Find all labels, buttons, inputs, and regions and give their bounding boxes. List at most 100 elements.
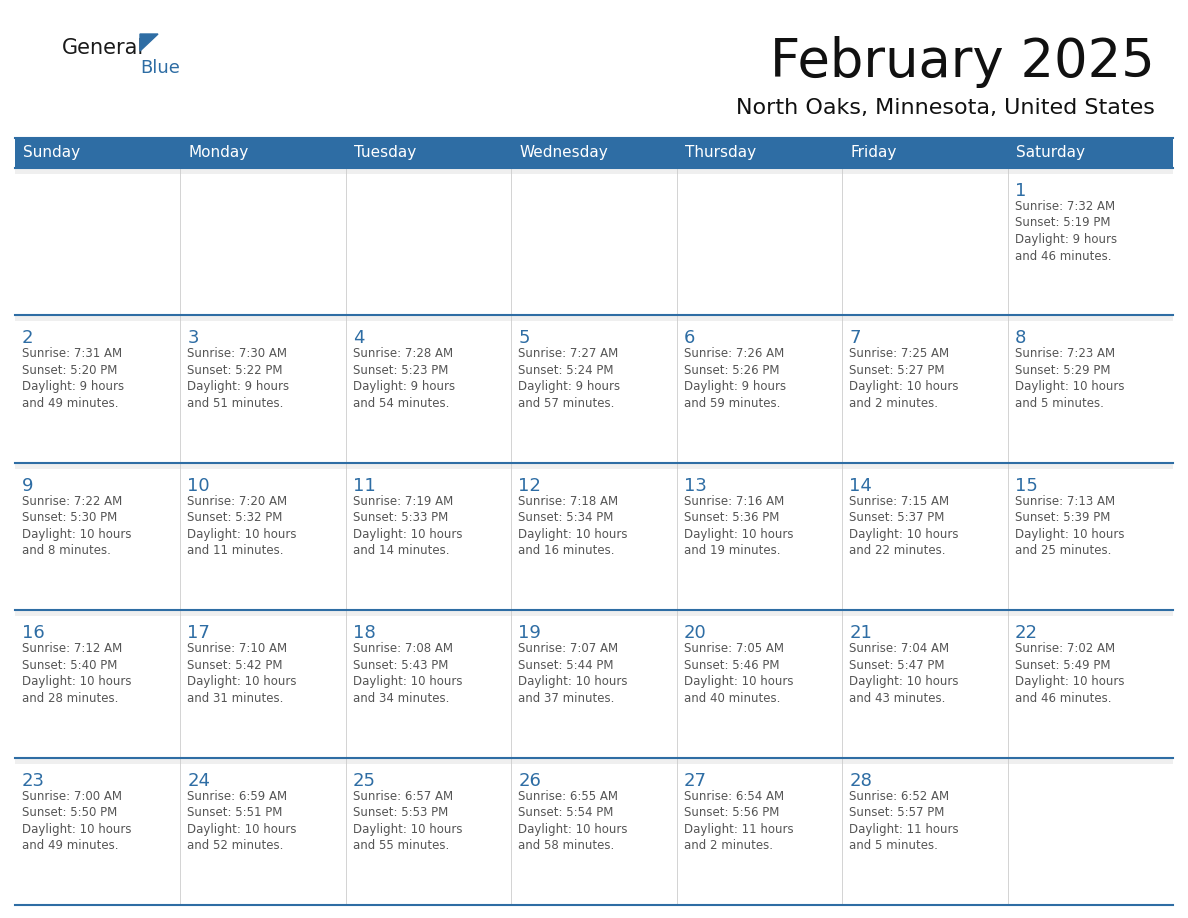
Text: Daylight: 10 hours: Daylight: 10 hours	[188, 823, 297, 835]
Text: Daylight: 10 hours: Daylight: 10 hours	[1015, 528, 1124, 541]
Text: Monday: Monday	[189, 145, 248, 161]
Text: Blue: Blue	[140, 59, 179, 77]
Bar	[346, 316, 511, 321]
Bar	[511, 616, 677, 757]
Text: 16: 16	[23, 624, 45, 643]
Bar	[181, 321, 346, 463]
Text: and 2 minutes.: and 2 minutes.	[684, 839, 772, 852]
Text: Sunrise: 7:07 AM: Sunrise: 7:07 AM	[518, 643, 619, 655]
Bar	[15, 764, 181, 905]
Bar	[181, 316, 346, 321]
Text: Sunrise: 7:25 AM: Sunrise: 7:25 AM	[849, 347, 949, 361]
Bar	[346, 616, 511, 757]
Text: 6: 6	[684, 330, 695, 347]
Bar	[677, 168, 842, 174]
Text: Sunset: 5:39 PM: Sunset: 5:39 PM	[1015, 511, 1110, 524]
Bar	[677, 463, 842, 469]
Bar	[15, 610, 181, 616]
Text: Daylight: 10 hours: Daylight: 10 hours	[684, 528, 794, 541]
Text: and 58 minutes.: and 58 minutes.	[518, 839, 614, 852]
Bar	[181, 168, 346, 174]
Bar	[511, 757, 677, 764]
Text: Sunset: 5:27 PM: Sunset: 5:27 PM	[849, 364, 944, 377]
Text: 17: 17	[188, 624, 210, 643]
Text: Sunrise: 7:13 AM: Sunrise: 7:13 AM	[1015, 495, 1114, 508]
Text: 2: 2	[23, 330, 33, 347]
Text: Daylight: 10 hours: Daylight: 10 hours	[188, 528, 297, 541]
Bar	[842, 463, 1007, 469]
Text: Daylight: 10 hours: Daylight: 10 hours	[23, 528, 132, 541]
Text: Sunrise: 7:05 AM: Sunrise: 7:05 AM	[684, 643, 784, 655]
Bar	[1007, 174, 1173, 316]
Text: Sunrise: 7:26 AM: Sunrise: 7:26 AM	[684, 347, 784, 361]
Text: Sunrise: 7:28 AM: Sunrise: 7:28 AM	[353, 347, 453, 361]
Text: Sunset: 5:50 PM: Sunset: 5:50 PM	[23, 806, 118, 819]
Bar	[181, 469, 346, 610]
Text: and 55 minutes.: and 55 minutes.	[353, 839, 449, 852]
Text: Sunrise: 6:52 AM: Sunrise: 6:52 AM	[849, 789, 949, 802]
Text: Sunset: 5:19 PM: Sunset: 5:19 PM	[1015, 217, 1110, 230]
Text: 3: 3	[188, 330, 198, 347]
Text: and 8 minutes.: and 8 minutes.	[23, 544, 110, 557]
Text: Sunset: 5:54 PM: Sunset: 5:54 PM	[518, 806, 614, 819]
Text: Sunset: 5:29 PM: Sunset: 5:29 PM	[1015, 364, 1110, 377]
Text: Daylight: 9 hours: Daylight: 9 hours	[23, 380, 124, 394]
Bar	[346, 469, 511, 610]
Text: and 49 minutes.: and 49 minutes.	[23, 397, 119, 410]
Text: and 51 minutes.: and 51 minutes.	[188, 397, 284, 410]
Bar	[511, 764, 677, 905]
Bar	[346, 168, 511, 174]
Text: and 2 minutes.: and 2 minutes.	[849, 397, 939, 410]
Text: 26: 26	[518, 772, 542, 789]
Text: and 28 minutes.: and 28 minutes.	[23, 691, 119, 705]
Text: and 57 minutes.: and 57 minutes.	[518, 397, 614, 410]
Text: and 46 minutes.: and 46 minutes.	[1015, 691, 1111, 705]
Text: Sunrise: 7:30 AM: Sunrise: 7:30 AM	[188, 347, 287, 361]
Text: 1: 1	[1015, 182, 1026, 200]
Text: Sunrise: 6:59 AM: Sunrise: 6:59 AM	[188, 789, 287, 802]
Bar	[15, 757, 181, 764]
Text: Sunset: 5:30 PM: Sunset: 5:30 PM	[23, 511, 118, 524]
Text: Daylight: 10 hours: Daylight: 10 hours	[684, 676, 794, 688]
Bar	[1007, 764, 1173, 905]
Bar	[181, 463, 346, 469]
Text: and 19 minutes.: and 19 minutes.	[684, 544, 781, 557]
Text: 11: 11	[353, 476, 375, 495]
Bar	[15, 316, 181, 321]
Text: Sunrise: 7:18 AM: Sunrise: 7:18 AM	[518, 495, 619, 508]
Text: 21: 21	[849, 624, 872, 643]
Bar	[842, 764, 1007, 905]
Text: 28: 28	[849, 772, 872, 789]
Text: and 40 minutes.: and 40 minutes.	[684, 691, 781, 705]
Text: Sunset: 5:36 PM: Sunset: 5:36 PM	[684, 511, 779, 524]
Bar	[181, 174, 346, 316]
Text: and 43 minutes.: and 43 minutes.	[849, 691, 946, 705]
Text: Sunrise: 6:55 AM: Sunrise: 6:55 AM	[518, 789, 618, 802]
Bar	[511, 469, 677, 610]
Text: Sunrise: 7:16 AM: Sunrise: 7:16 AM	[684, 495, 784, 508]
Text: 13: 13	[684, 476, 707, 495]
Text: Daylight: 11 hours: Daylight: 11 hours	[684, 823, 794, 835]
Bar	[1007, 469, 1173, 610]
Text: Sunrise: 7:12 AM: Sunrise: 7:12 AM	[23, 643, 122, 655]
Text: Daylight: 10 hours: Daylight: 10 hours	[23, 676, 132, 688]
Text: 27: 27	[684, 772, 707, 789]
Text: and 25 minutes.: and 25 minutes.	[1015, 544, 1111, 557]
Text: Sunset: 5:42 PM: Sunset: 5:42 PM	[188, 659, 283, 672]
Text: and 11 minutes.: and 11 minutes.	[188, 544, 284, 557]
Bar	[842, 174, 1007, 316]
Bar	[181, 610, 346, 616]
Text: and 5 minutes.: and 5 minutes.	[849, 839, 939, 852]
Text: Daylight: 10 hours: Daylight: 10 hours	[188, 676, 297, 688]
Text: Daylight: 10 hours: Daylight: 10 hours	[353, 528, 462, 541]
Text: Daylight: 10 hours: Daylight: 10 hours	[518, 676, 627, 688]
Text: 4: 4	[353, 330, 365, 347]
Text: Sunrise: 7:23 AM: Sunrise: 7:23 AM	[1015, 347, 1114, 361]
Text: and 59 minutes.: and 59 minutes.	[684, 397, 781, 410]
Text: Daylight: 10 hours: Daylight: 10 hours	[849, 380, 959, 394]
Bar	[1007, 610, 1173, 616]
Bar	[677, 469, 842, 610]
Text: 15: 15	[1015, 476, 1037, 495]
Polygon shape	[140, 34, 158, 51]
Text: Sunrise: 7:31 AM: Sunrise: 7:31 AM	[23, 347, 122, 361]
